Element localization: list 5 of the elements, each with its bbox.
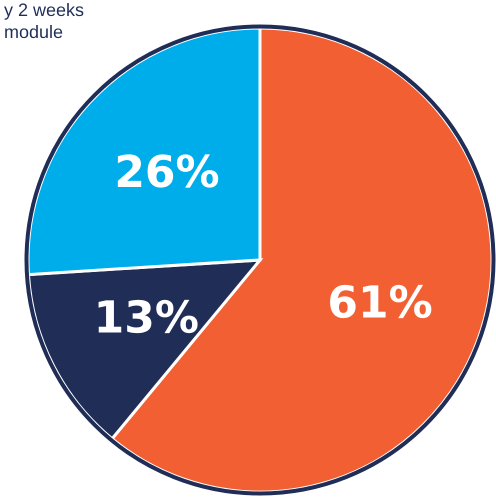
text: y 2 weeks	[4, 0, 84, 20]
data-label: 61%	[327, 278, 433, 329]
text: module	[4, 22, 64, 42]
data-label: 26%	[114, 147, 220, 198]
data-label: 13%	[94, 292, 199, 344]
